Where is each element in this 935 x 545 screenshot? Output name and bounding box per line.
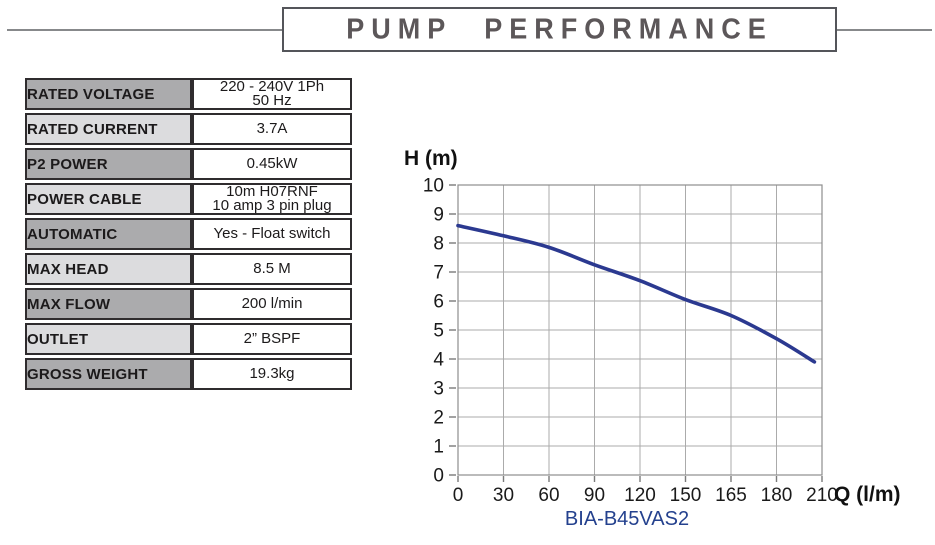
page-title: PUMP PERFORMANCE bbox=[346, 13, 773, 45]
spec-value-cell: Yes - Float switch bbox=[192, 218, 352, 250]
spec-value-cell: 220 - 240V 1Ph 50 Hz bbox=[192, 78, 352, 110]
y-tick-label: 3 bbox=[433, 379, 444, 400]
spec-value-cell: 8.5 M bbox=[192, 253, 352, 285]
y-axis-title: H (m) bbox=[404, 147, 458, 170]
chart-grid bbox=[457, 184, 823, 476]
spec-value-cell: 0.45kW bbox=[192, 148, 352, 180]
spec-value-cell: 200 l/min bbox=[192, 288, 352, 320]
axis-ticks bbox=[449, 184, 823, 482]
spec-label-cell: GROSS WEIGHT bbox=[25, 358, 192, 390]
x-tick-label: 30 bbox=[493, 485, 514, 506]
x-tick-label: 210 bbox=[806, 485, 838, 506]
spec-table: RATED VOLTAGE 220 - 240V 1Ph 50 Hz RATED C… bbox=[25, 75, 352, 393]
x-tick-label: 165 bbox=[715, 485, 747, 506]
y-tick-label: 5 bbox=[433, 321, 444, 342]
x-tick-label: 90 bbox=[584, 485, 605, 506]
y-tick-label: 1 bbox=[433, 437, 444, 458]
spec-label-cell: RATED CURRENT bbox=[25, 113, 192, 145]
x-tick-label: 180 bbox=[761, 485, 793, 506]
x-tick-label: 150 bbox=[670, 485, 702, 506]
spec-row: MAX HEAD 8.5 M bbox=[25, 253, 352, 285]
spec-table-body: RATED VOLTAGE 220 - 240V 1Ph 50 Hz RATED C… bbox=[25, 78, 352, 390]
spec-label-cell: P2 POWER bbox=[25, 148, 192, 180]
header-rule-right bbox=[837, 29, 932, 31]
spec-row: MAX FLOW 200 l/min bbox=[25, 288, 352, 320]
spec-label-cell: AUTOMATIC bbox=[25, 218, 192, 250]
spec-row: P2 POWER 0.45kW bbox=[25, 148, 352, 180]
y-tick-label: 2 bbox=[433, 408, 444, 429]
header-rule-left bbox=[7, 29, 282, 31]
spec-value-cell: 10m H07RNF 10 amp 3 pin plug bbox=[192, 183, 352, 215]
spec-row: RATED CURRENT 3.7A bbox=[25, 113, 352, 145]
plot-border bbox=[457, 184, 823, 476]
spec-label-cell: MAX HEAD bbox=[25, 253, 192, 285]
performance-curve bbox=[456, 223, 817, 364]
y-tick-label: 0 bbox=[433, 466, 444, 487]
spec-row: OUTLET 2” BSPF bbox=[25, 323, 352, 355]
y-tick-label: 8 bbox=[433, 234, 444, 255]
spec-row: RATED VOLTAGE 220 - 240V 1Ph 50 Hz bbox=[25, 78, 352, 110]
x-tick-label: 60 bbox=[538, 485, 559, 506]
spec-label-cell: RATED VOLTAGE bbox=[25, 78, 192, 110]
axis-tick-labels: 0 1 2 3 4 5 6 7 8 9 10 0 30 60 90 120 150 165 180 210 bbox=[423, 176, 838, 507]
spec-label-cell: OUTLET bbox=[25, 323, 192, 355]
spec-value-cell: 3.7A bbox=[192, 113, 352, 145]
page-title-box: PUMP PERFORMANCE bbox=[282, 7, 837, 52]
x-axis-title: Q (l/m) bbox=[834, 483, 901, 506]
spec-row: GROSS WEIGHT 19.3kg bbox=[25, 358, 352, 390]
y-tick-label: 4 bbox=[433, 350, 444, 371]
x-tick-label: 120 bbox=[624, 485, 656, 506]
y-tick-label: 10 bbox=[423, 176, 444, 197]
chart-caption: BIA-B45VAS2 bbox=[564, 508, 690, 530]
spec-value-cell: 19.3kg bbox=[192, 358, 352, 390]
spec-label-cell: POWER CABLE bbox=[25, 183, 192, 215]
y-tick-label: 9 bbox=[433, 205, 444, 226]
x-tick-label: 0 bbox=[453, 485, 464, 506]
performance-chart-svg: 0 1 2 3 4 5 6 7 8 9 10 0 30 60 90 120 150 165 180 210 H (m) Q… bbox=[404, 147, 901, 507]
y-tick-label: 6 bbox=[433, 292, 444, 313]
performance-chart: 0 1 2 3 4 5 6 7 8 9 10 0 30 60 90 120 150 165 180 210 H (m) Q… bbox=[390, 135, 935, 520]
spec-row: POWER CABLE 10m H07RNF 10 amp 3 pin plug bbox=[25, 183, 352, 215]
spec-value-cell: 2” BSPF bbox=[192, 323, 352, 355]
y-tick-label: 7 bbox=[433, 263, 444, 284]
spec-row: AUTOMATIC Yes - Float switch bbox=[25, 218, 352, 250]
spec-label-cell: MAX FLOW bbox=[25, 288, 192, 320]
